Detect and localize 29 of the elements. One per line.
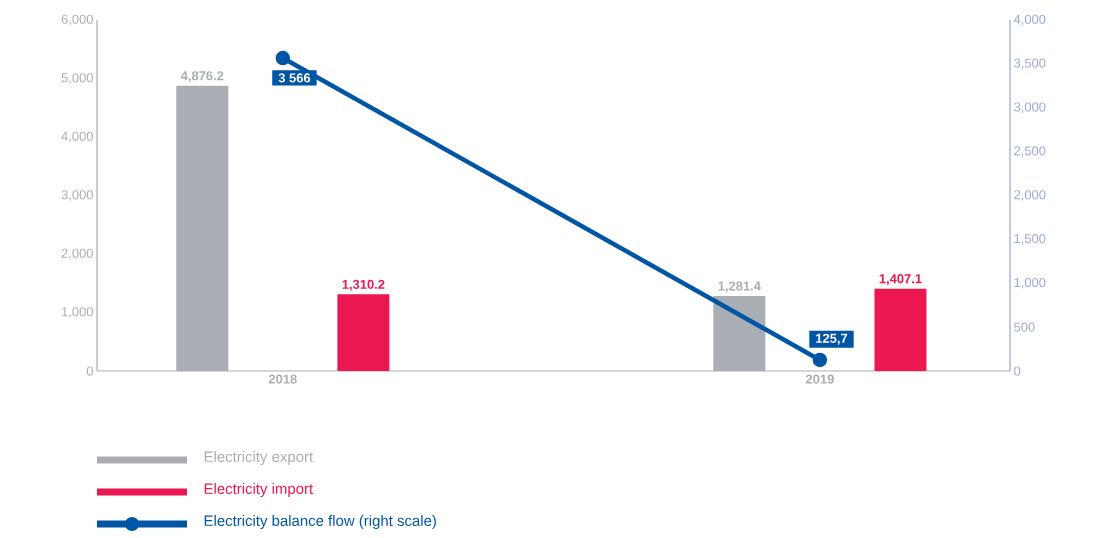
data-label: 1,310.2 [342, 279, 385, 291]
y2-tick-label: 1,000 [1014, 277, 1046, 289]
text: Electricity balance flow (right scale) [204, 515, 436, 529]
y-tick-label: 2,000 [61, 248, 93, 260]
x-tick-label: 2019 [805, 374, 834, 384]
y2-tick-label: 3,500 [1014, 58, 1046, 70]
y2-tick-label: 2,000 [1014, 190, 1046, 201]
y-tick-label: 6,000 [61, 14, 93, 26]
y2-tick-label: 2,500 [1014, 146, 1046, 157]
data-label: 125,7 [816, 333, 848, 345]
data-label: 1,407.1 [879, 274, 922, 286]
bar [337, 294, 390, 371]
y-tick-label: 0 [86, 366, 93, 376]
y-tick-label: 1,000 [62, 307, 93, 318]
y2-tick-label: 0 [1014, 366, 1021, 376]
data-label: 1,281.4 [718, 281, 761, 293]
y2-tick-label: 1,500 [1014, 234, 1046, 245]
data-label: 3 566 [278, 73, 311, 83]
y2-tick-label: 3,000 [1014, 102, 1046, 114]
y2-tick-label: 500 [1014, 322, 1035, 332]
y-tick-label: 4,000 [61, 131, 93, 143]
bar [874, 288, 927, 371]
y-tick-label: 3,000 [61, 190, 93, 201]
x-tick-label: 2018 [268, 374, 297, 384]
y2-tick-label: 4,000 [1013, 14, 1046, 26]
y-tick-label: 5,000 [61, 73, 93, 84]
text: Electricity export [204, 451, 314, 465]
text: Electricity import [204, 483, 313, 497]
data-label: 4,876.2 [180, 71, 224, 83]
